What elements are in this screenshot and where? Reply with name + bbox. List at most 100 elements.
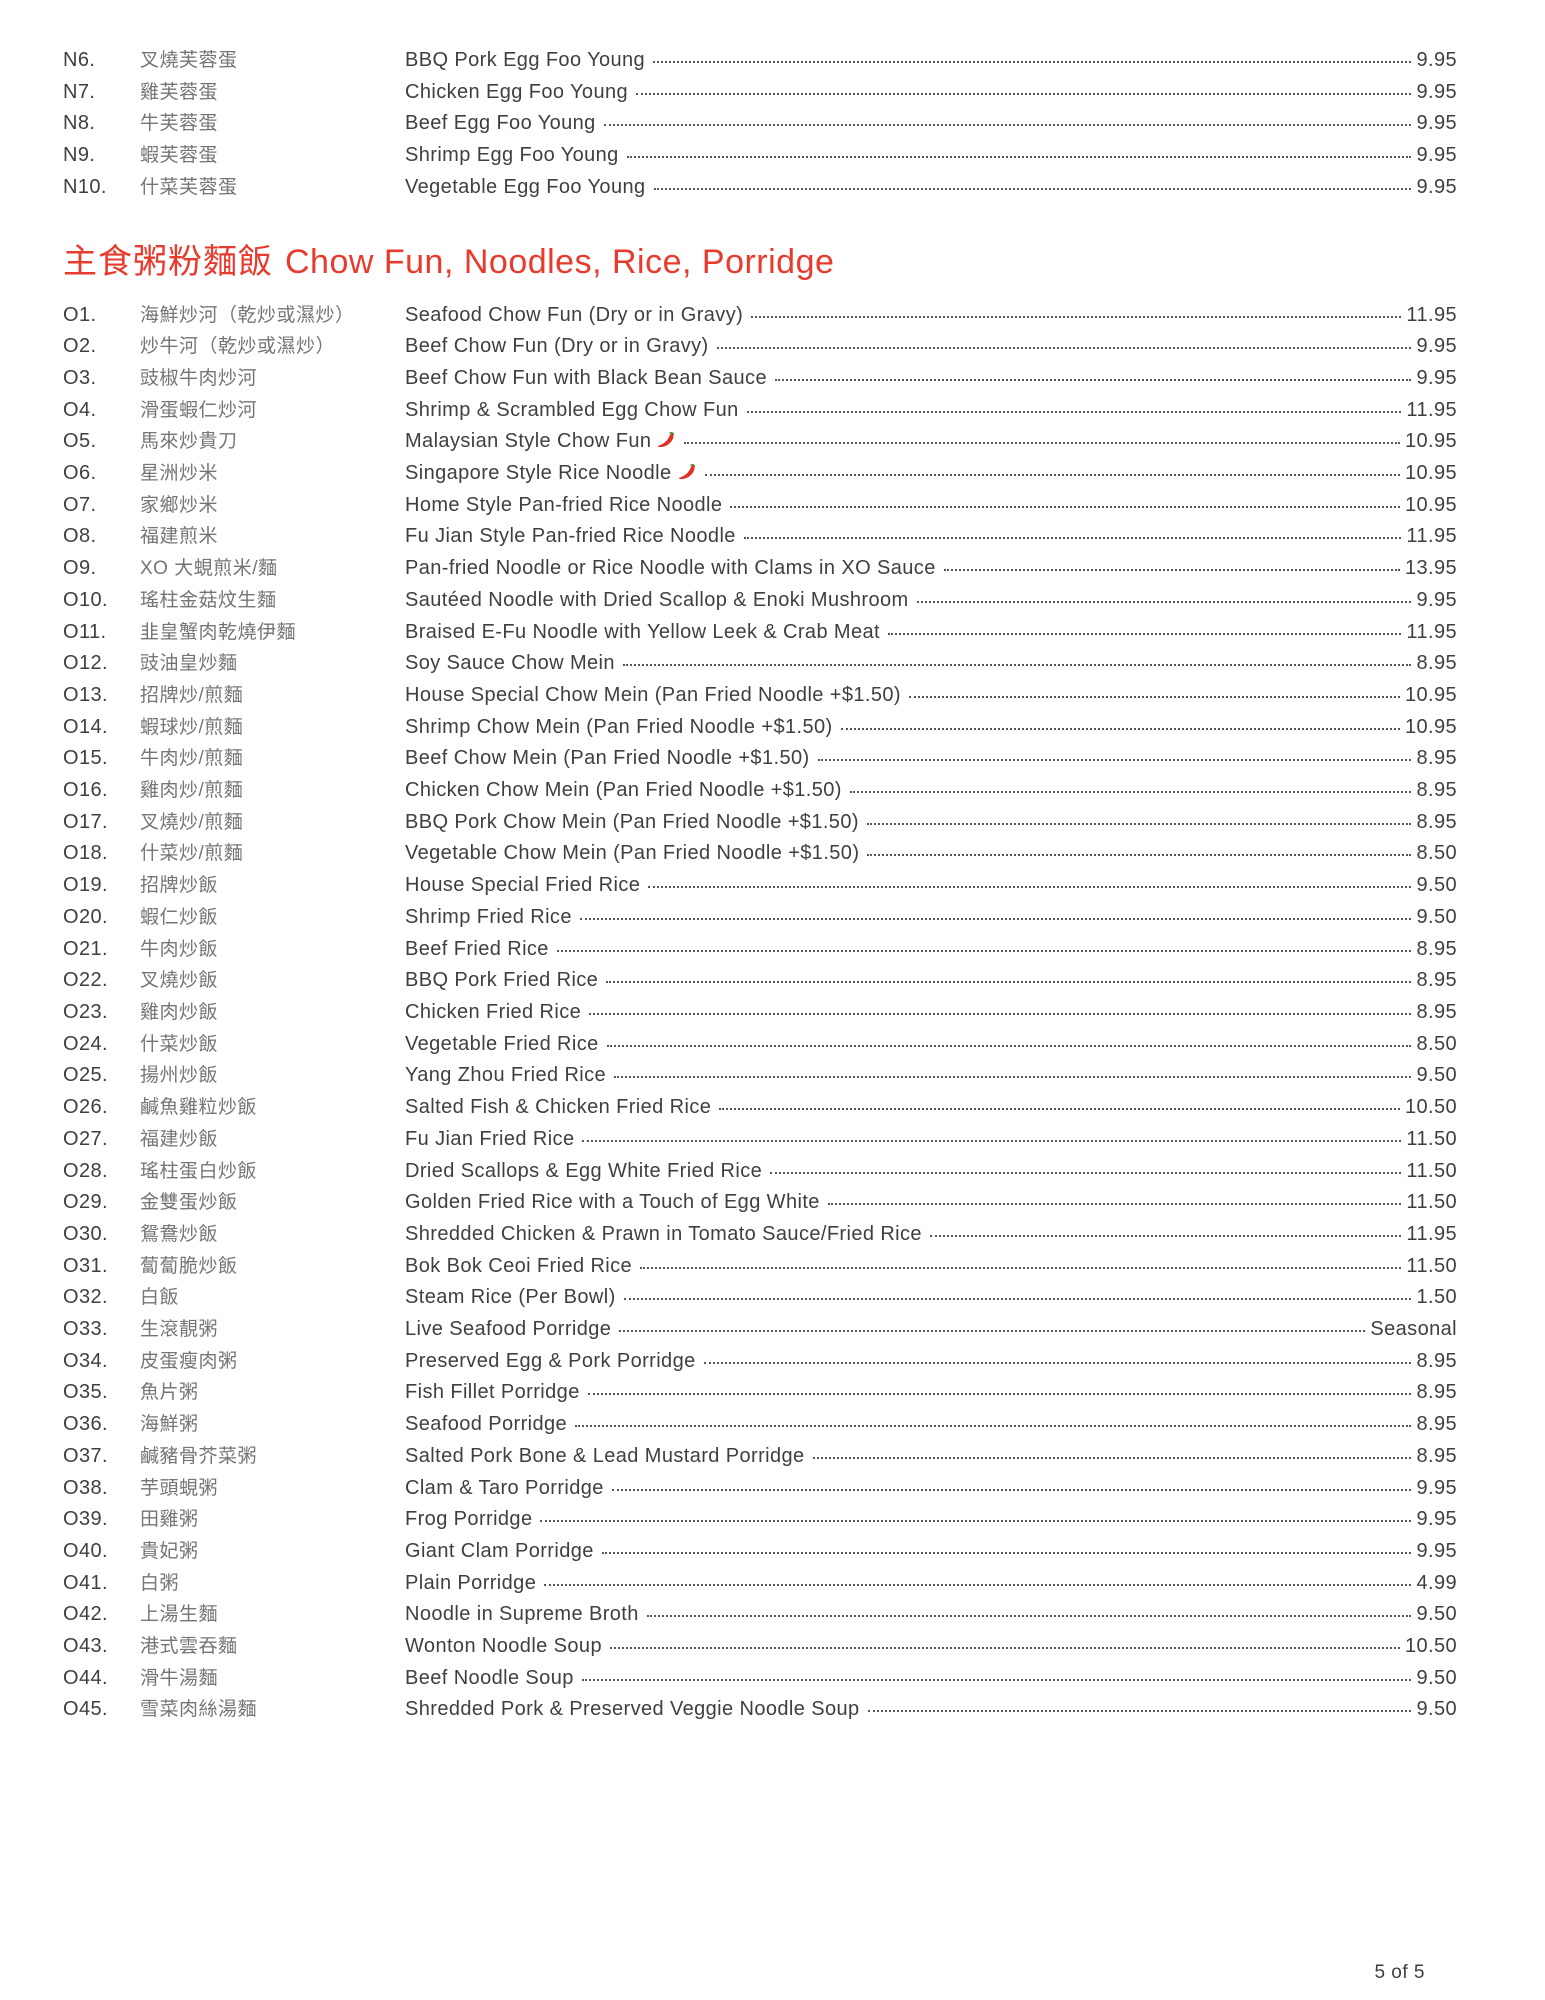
- item-price: 11.50: [1406, 1254, 1457, 1277]
- item-name-chinese: 叉燒芙蓉蛋: [140, 50, 238, 71]
- item-number: O35.: [63, 1381, 108, 1404]
- item-line: Preserved Egg & Pork Porridge 8.95: [405, 1346, 1457, 1377]
- item-name-english: Clam & Taro Porridge: [405, 1476, 604, 1499]
- item-name-english: BBQ Pork Fried Rice: [405, 969, 599, 992]
- menu-row: O20. 蝦仁炒飯 Shrimp Fried Rice 9.50: [63, 902, 1457, 934]
- section-title-chinese: 主食粥粉麵飯: [63, 242, 273, 281]
- item-number: O18.: [63, 842, 108, 865]
- item-number: O29.: [63, 1191, 108, 1214]
- item-price: 10.95: [1404, 493, 1457, 516]
- item-name-english: Chicken Chow Mein (Pan Fried Noodle +$1.…: [405, 779, 842, 802]
- item-price: 11.95: [1406, 525, 1457, 548]
- item-name-chinese: 豉椒牛肉炒河: [140, 367, 258, 389]
- item-name-chinese: 滑蛋蝦仁炒河: [140, 399, 258, 421]
- item-name-english: Plain Porridge: [405, 1571, 537, 1594]
- item-price: 9.95: [1416, 80, 1457, 103]
- item-price: 9.50: [1416, 1698, 1457, 1721]
- item-name-chinese: 蝦球炒/煎麵: [140, 716, 244, 738]
- dotted-leader: [619, 1330, 1366, 1333]
- menu-row: O40. 貴妃粥 Giant Clam Porridge 9.95: [63, 1536, 1457, 1568]
- item-name-chinese: 叉燒炒飯: [140, 970, 219, 992]
- item-line: BBQ Pork Chow Mein (Pan Fried Noodle +$1…: [405, 807, 1457, 838]
- item-price: 8.50: [1416, 1032, 1457, 1055]
- item-name-chinese: 什菜炒飯: [140, 1033, 219, 1055]
- item-line: Seafood Chow Fun (Dry or in Gravy) 11.95: [405, 300, 1457, 331]
- menu-row: O18. 什菜炒/煎麵 Vegetable Chow Mein (Pan Fried…: [63, 838, 1457, 870]
- item-line: House Special Chow Mein (Pan Fried Noodl…: [405, 680, 1457, 711]
- item-price: 8.95: [1416, 1444, 1457, 1467]
- item-number: O2.: [63, 335, 97, 358]
- item-line: Beef Chow Fun (Dry or in Gravy) 9.95: [405, 331, 1457, 362]
- menu-row: O10. 瑤柱金菇炆生麵 Sautéed Noodle with Dried Sca…: [63, 585, 1457, 617]
- item-price: 10.50: [1404, 1635, 1457, 1658]
- item-number: O30.: [63, 1222, 108, 1245]
- item-number: O22.: [63, 969, 108, 992]
- item-number: O6.: [63, 462, 97, 485]
- item-price: 8.95: [1416, 937, 1457, 960]
- item-name-english: Noodle in Supreme Broth: [405, 1603, 639, 1626]
- dotted-leader: [916, 600, 1412, 603]
- item-price: 9.95: [1416, 1508, 1457, 1531]
- menu-row: N7. 雞芙蓉蛋 Chicken Egg Foo Young 9.95: [63, 77, 1457, 109]
- menu-row: O26. 鹹魚雞粒炒飯 Salted Fish & Chicken Fried Ri…: [63, 1092, 1457, 1124]
- menu-row: O22. 叉燒炒飯 BBQ Pork Fried Rice 8.95: [63, 965, 1457, 997]
- item-name-chinese: 什菜芙蓉蛋: [140, 176, 238, 198]
- menu-row: N8. 牛芙蓉蛋 Beef Egg Foo Young 9.95: [63, 108, 1457, 140]
- item-line: Home Style Pan-fried Rice Noodle 10.95: [405, 490, 1457, 521]
- menu-row: O41. 白粥 Plain Porridge 4.99: [63, 1568, 1457, 1600]
- menu-row: O27. 福建炒飯 Fu Jian Fried Rice 11.50: [63, 1124, 1457, 1156]
- dotted-leader: [579, 917, 1412, 920]
- item-price: 10.50: [1404, 1096, 1457, 1119]
- item-line: Chicken Chow Mein (Pan Fried Noodle +$1.…: [405, 775, 1457, 806]
- item-number: O9.: [63, 557, 97, 580]
- item-price: 11.50: [1406, 1191, 1457, 1214]
- item-name-chinese: 蝦仁炒飯: [140, 906, 219, 928]
- item-name-chinese: XO 大蜆煎米/麵: [140, 558, 278, 580]
- item-number: O10.: [63, 588, 108, 611]
- dotted-leader: [827, 1203, 1402, 1206]
- item-price: 9.95: [1416, 112, 1457, 135]
- item-price: 8.95: [1416, 1413, 1457, 1436]
- dotted-leader: [840, 727, 1400, 730]
- menu-row: O4. 滑蛋蝦仁炒河 Shrimp & Scrambled Egg Chow Fun…: [63, 395, 1457, 427]
- item-price: 9.95: [1416, 175, 1457, 198]
- item-line: House Special Fried Rice 9.50: [405, 870, 1457, 901]
- dotted-leader: [866, 822, 1412, 825]
- item-price: 10.95: [1404, 715, 1457, 738]
- item-line: Singapore Style Rice Noodle 10.95: [405, 458, 1457, 489]
- item-price: 8.95: [1416, 652, 1457, 675]
- dotted-leader: [908, 695, 1400, 698]
- item-name-chinese: 星洲炒米: [140, 463, 219, 485]
- item-price: 11.50: [1406, 1127, 1457, 1150]
- item-line: Sautéed Noodle with Dried Scallop & Enok…: [405, 585, 1457, 616]
- item-line: Clam & Taro Porridge 9.95: [405, 1473, 1457, 1504]
- item-price: 4.99: [1416, 1571, 1457, 1594]
- menu-body: N6. 叉燒芙蓉蛋 BBQ Pork Egg Foo Young 9.95 N7. 雞芙蓉…: [63, 45, 1457, 1726]
- item-name-english: Singapore Style Rice Noodle: [405, 462, 672, 485]
- item-name-chinese: 芋頭蜆粥: [140, 1477, 219, 1499]
- dotted-leader: [582, 1139, 1402, 1142]
- item-name-chinese: 貴妃粥: [140, 1540, 199, 1562]
- item-name-chinese: 瑤柱蛋白炒飯: [140, 1160, 258, 1182]
- dotted-leader: [719, 1108, 1400, 1111]
- item-line: Shredded Chicken & Prawn in Tomato Sauce…: [405, 1219, 1457, 1250]
- item-name-chinese: 豉油皇炒麵: [140, 653, 238, 675]
- menu-row: O14. 蝦球炒/煎麵 Shrimp Chow Mein (Pan Fried No…: [63, 712, 1457, 744]
- menu-row: O42. 上湯生麵 Noodle in Supreme Broth 9.50: [63, 1599, 1457, 1631]
- item-name-english: Malaysian Style Chow Fun: [405, 430, 652, 453]
- dotted-leader: [703, 1361, 1412, 1364]
- item-name-english: Fish Fillet Porridge: [405, 1381, 580, 1404]
- menu-row: O9. XO 大蜆煎米/麵 Pan-fried Noodle or Rice Noo…: [63, 553, 1457, 585]
- menu-row: O43. 港式雲吞麵 Wonton Noodle Soup 10.50: [63, 1631, 1457, 1663]
- dotted-leader: [929, 1234, 1402, 1237]
- item-number: O39.: [63, 1508, 108, 1531]
- item-price: 8.95: [1416, 810, 1457, 833]
- dotted-leader: [540, 1520, 1412, 1523]
- item-price: Seasonal: [1370, 1318, 1457, 1341]
- item-name-chinese: 鹹豬骨芥菜粥: [140, 1445, 258, 1467]
- item-name-english: Vegetable Chow Mein (Pan Fried Noodle +$…: [405, 842, 860, 865]
- dotted-leader: [704, 474, 1400, 477]
- item-name-chinese: 鴛鴦炒飯: [140, 1223, 219, 1245]
- item-price: 11.95: [1406, 398, 1457, 421]
